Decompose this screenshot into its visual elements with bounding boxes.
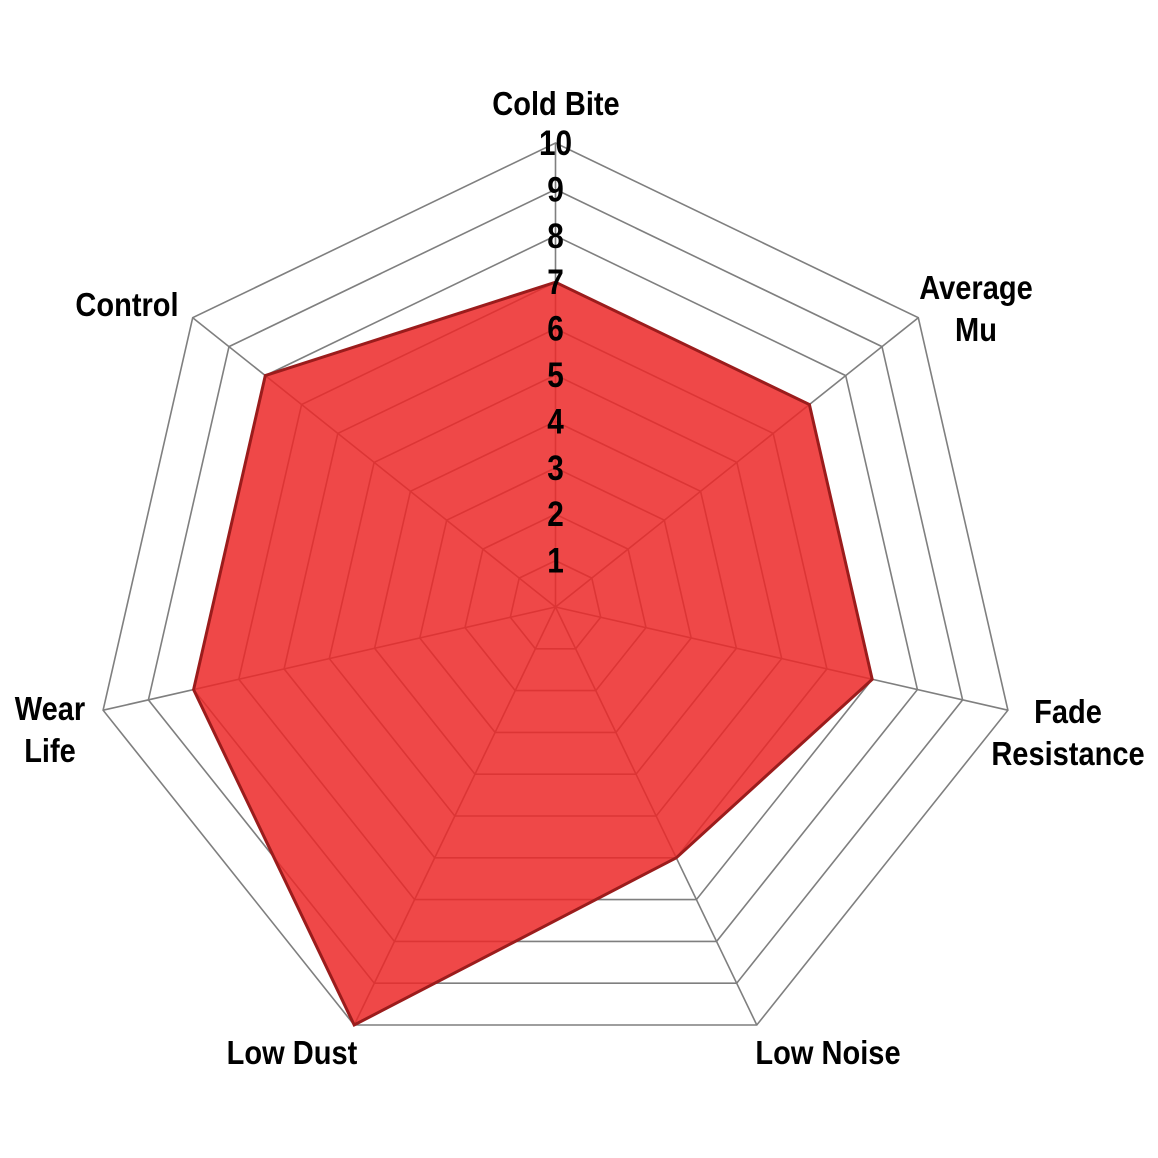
axis-label-wear-life-line2: Life	[24, 732, 76, 769]
tick-label-9: 9	[547, 170, 564, 209]
tick-label-2: 2	[547, 495, 564, 534]
tick-label-5: 5	[547, 356, 564, 395]
axis-label-control: Control	[75, 286, 178, 323]
tick-label-8: 8	[547, 217, 564, 256]
data-polygon	[192, 280, 874, 1028]
axis-label-cold-bite: Cold Bite	[492, 85, 619, 122]
tick-label-3: 3	[547, 449, 564, 488]
grid-ring-9	[147, 188, 964, 985]
tick-label-7: 7	[547, 263, 564, 302]
grid-ring-10	[102, 142, 1009, 1026]
axis-label-low-noise: Low Noise	[755, 1034, 900, 1071]
axis-label-wear-life-line1: Wear	[15, 690, 85, 727]
axis-label-fade-resistance-line2: Resistance	[991, 735, 1144, 772]
axis-label-average-mu-line2: Mu	[955, 311, 997, 348]
tick-label-6: 6	[547, 309, 564, 348]
tick-label-10: 10	[539, 124, 572, 163]
axis-label-average-mu-line1: Average	[919, 269, 1033, 306]
tick-label-4: 4	[547, 402, 564, 441]
axis-label-fade-resistance-line1: Fade	[1034, 693, 1102, 730]
tick-label-1: 1	[547, 541, 564, 580]
axis-label-low-dust: Low Dust	[227, 1034, 358, 1071]
